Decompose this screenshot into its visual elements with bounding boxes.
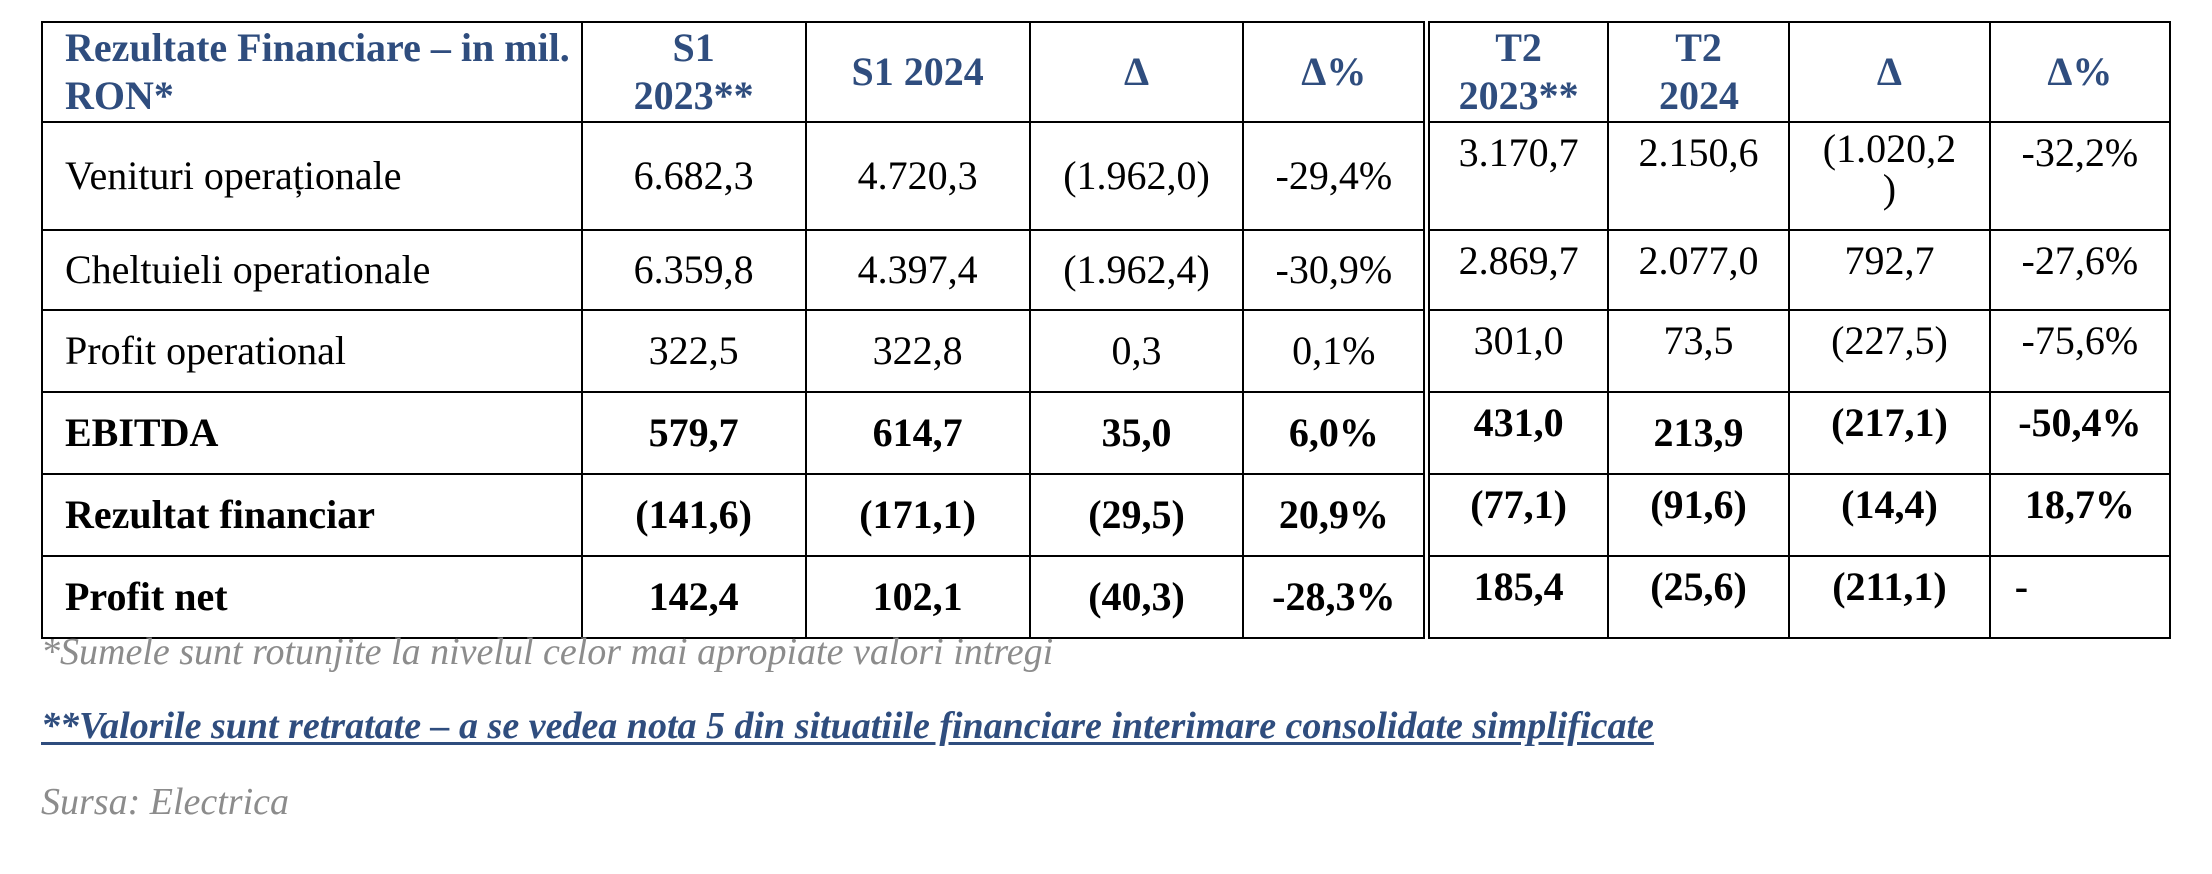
cell: 792,7 bbox=[1788, 229, 1991, 311]
cell: (1.962,4) bbox=[1028, 229, 1245, 311]
cell: (40,3) bbox=[1028, 555, 1245, 639]
header-t2-2024: T2 2024 bbox=[1606, 21, 1791, 123]
header-s1-2024: S1 2024 bbox=[804, 21, 1031, 123]
cell: 2.150,6 bbox=[1606, 121, 1791, 231]
header-delta-pct-s: Δ% bbox=[1242, 21, 1428, 123]
cell: -32,2% bbox=[1988, 121, 2172, 231]
cell: (91,6) bbox=[1606, 473, 1791, 557]
table-row: Rezultat financiar (141,6) (171,1) (29,5… bbox=[41, 473, 2172, 557]
header-delta-s: Δ bbox=[1028, 21, 1245, 123]
cell: -50,4% bbox=[1988, 391, 2172, 475]
cell: 3.170,7 bbox=[1423, 121, 1609, 231]
cell: 2.869,7 bbox=[1423, 229, 1609, 311]
cell: 0,3 bbox=[1028, 309, 1245, 393]
cell: (1.962,0) bbox=[1028, 121, 1245, 231]
cell: 20,9% bbox=[1242, 473, 1428, 557]
table-row: Venituri operaționale 6.682,3 4.720,3 (1… bbox=[41, 121, 2172, 231]
cell: (77,1) bbox=[1423, 473, 1609, 557]
rounding-note: *Sumele sunt rotunjite la nivelul celor … bbox=[41, 631, 1054, 673]
table-row: EBITDA 579,7 614,7 35,0 6,0% 431,0 213,9… bbox=[41, 391, 2172, 475]
cell: 213,9 bbox=[1606, 391, 1791, 475]
row-label: Profit net bbox=[41, 555, 583, 639]
cell: -29,4% bbox=[1242, 121, 1428, 231]
cell: 431,0 bbox=[1423, 391, 1609, 475]
cell: -30,9% bbox=[1242, 229, 1428, 311]
cell: 185,4 bbox=[1423, 555, 1609, 639]
cell: 6,0% bbox=[1242, 391, 1428, 475]
cell: 2.077,0 bbox=[1606, 229, 1791, 311]
table-row: Cheltuieli operationale 6.359,8 4.397,4 … bbox=[41, 229, 2172, 311]
cell: 322,5 bbox=[580, 309, 807, 393]
cell: 4.720,3 bbox=[804, 121, 1031, 231]
cell: 301,0 bbox=[1423, 309, 1609, 393]
row-label: Cheltuieli operationale bbox=[41, 229, 583, 311]
header-delta-pct-t: Δ% bbox=[1988, 21, 2172, 123]
cell: 0,1% bbox=[1242, 309, 1428, 393]
cell: (141,6) bbox=[580, 473, 807, 557]
table-row: Profit operational 322,5 322,8 0,3 0,1% … bbox=[41, 309, 2172, 393]
header-delta-t: Δ bbox=[1788, 21, 1991, 123]
cell: 142,4 bbox=[580, 555, 807, 639]
cell: 18,7% bbox=[1988, 473, 2172, 557]
cell: -75,6% bbox=[1988, 309, 2172, 393]
header-row: Rezultate Financiare – in mil. RON* S1 2… bbox=[41, 21, 2172, 123]
cell: 73,5 bbox=[1606, 309, 1791, 393]
cell: 102,1 bbox=[804, 555, 1031, 639]
cell: 4.397,4 bbox=[804, 229, 1031, 311]
header-t2-2023: T2 2023** bbox=[1423, 21, 1609, 123]
cell: -28,3% bbox=[1242, 555, 1428, 639]
header-s1-2023: S1 2023** bbox=[580, 21, 807, 123]
cell: 614,7 bbox=[804, 391, 1031, 475]
source-note: Sursa: Electrica bbox=[41, 781, 290, 823]
cell: 579,7 bbox=[580, 391, 807, 475]
row-label: Venituri operaționale bbox=[41, 121, 583, 231]
row-label: EBITDA bbox=[41, 391, 583, 475]
cell: (227,5) bbox=[1788, 309, 1991, 393]
cell: - bbox=[1988, 555, 2172, 639]
cell: 322,8 bbox=[804, 309, 1031, 393]
cell: (14,4) bbox=[1788, 473, 1991, 557]
row-label: Profit operational bbox=[41, 309, 583, 393]
financial-results-table: Rezultate Financiare – in mil. RON* S1 2… bbox=[41, 21, 2172, 639]
cell: (1.020,2 ) bbox=[1788, 121, 1991, 231]
cell: (217,1) bbox=[1788, 391, 1991, 475]
restated-values-note: **Valorile sunt retratate – a se vedea n… bbox=[41, 705, 1654, 747]
cell: (25,6) bbox=[1606, 555, 1791, 639]
cell: 6.682,3 bbox=[580, 121, 807, 231]
row-label: Rezultat financiar bbox=[41, 473, 583, 557]
cell: (211,1) bbox=[1788, 555, 1991, 639]
cell: (171,1) bbox=[804, 473, 1031, 557]
table-row: Profit net 142,4 102,1 (40,3) -28,3% 185… bbox=[41, 555, 2172, 639]
cell: -27,6% bbox=[1988, 229, 2172, 311]
header-label: Rezultate Financiare – in mil. RON* bbox=[41, 21, 583, 123]
cell: 35,0 bbox=[1028, 391, 1245, 475]
cell: 6.359,8 bbox=[580, 229, 807, 311]
cell: (29,5) bbox=[1028, 473, 1245, 557]
